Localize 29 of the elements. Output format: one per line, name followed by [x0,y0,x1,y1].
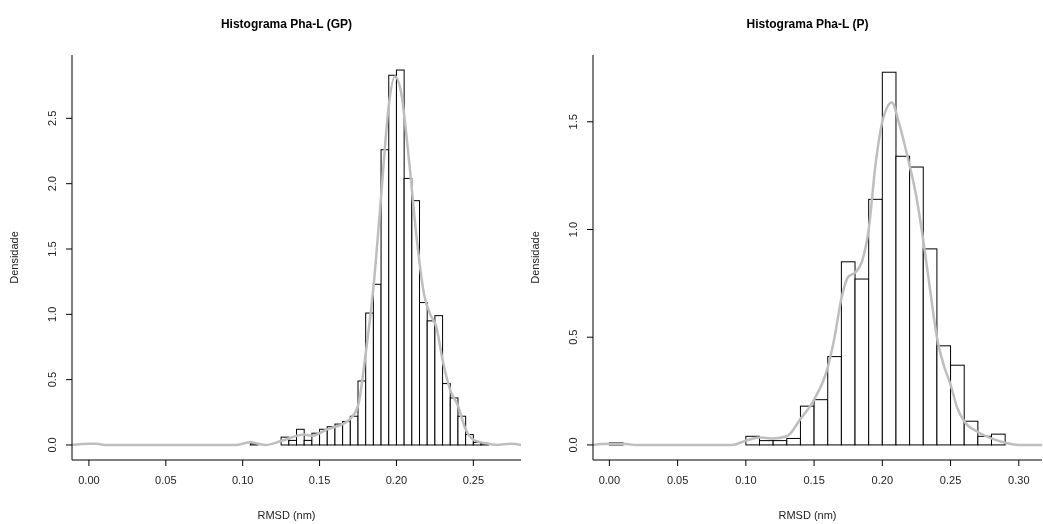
x-tick-label: 0.25 [462,474,485,486]
x-tick-label: 0.30 [1008,474,1030,486]
x-tick-label: 0.10 [735,474,757,486]
y-tick-label: 2.0 [46,176,58,192]
y-tick-label: 1.5 [567,114,579,130]
y-axis-title: Densidade [529,231,541,284]
y-tick-label: 1.5 [46,241,58,257]
y-tick-label: 2.5 [46,110,58,127]
x-tick-label: 0.20 [871,474,894,486]
x-tick-label: 0.00 [78,474,100,486]
y-tick-label: 0.0 [46,437,58,453]
chart-title: Histograma Pha-L (P) [746,17,869,31]
y-tick-label: 0.5 [46,372,58,388]
x-tick-label: 0.20 [385,474,408,486]
y-axis-title: Densidade [8,231,20,284]
x-axis-title: RMSD (nm) [257,509,316,521]
x-tick-label: 0.10 [231,474,254,486]
x-tick-label: 0.15 [308,474,331,486]
y-tick-label: 0.5 [567,329,579,345]
x-tick-label: 0.05 [666,474,689,486]
x-tick-label: 0.05 [155,474,177,486]
x-axis-title: RMSD (nm) [778,509,837,521]
y-tick-label: 0.0 [567,437,579,453]
x-tick-label: 0.15 [803,474,825,486]
x-tick-label: 0.25 [939,474,962,486]
y-tick-label: 1.0 [46,306,58,322]
x-tick-label: 0.00 [598,474,621,486]
chart-title: Histograma Pha-L (GP) [220,17,353,31]
y-tick-label: 1.0 [567,221,579,238]
